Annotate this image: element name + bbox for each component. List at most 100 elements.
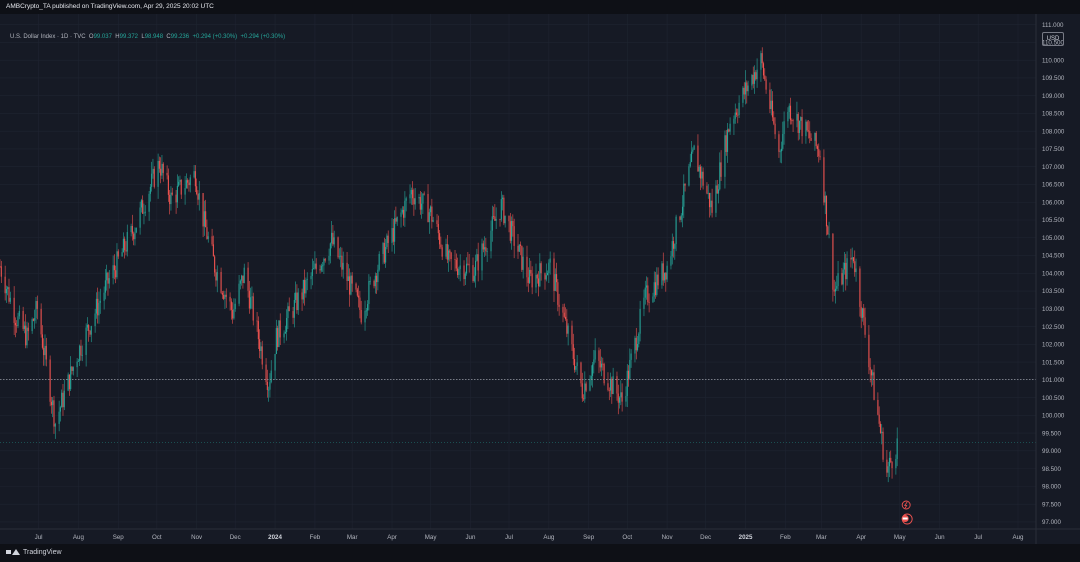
candle-body bbox=[310, 275, 312, 280]
candle-body bbox=[274, 354, 276, 371]
candle-body bbox=[742, 87, 744, 103]
tradingview-logo[interactable]: TradingView bbox=[6, 548, 62, 556]
candle-body bbox=[413, 198, 415, 205]
candle-body bbox=[151, 173, 153, 187]
candle-body bbox=[423, 193, 425, 195]
candle-body bbox=[167, 175, 169, 195]
price-tick-label: 108.000 bbox=[1042, 128, 1065, 135]
time-tick-label: 2024 bbox=[268, 534, 282, 541]
candle-body bbox=[365, 310, 367, 312]
candle-body bbox=[701, 171, 703, 179]
candle-body bbox=[18, 310, 20, 317]
candle-body bbox=[333, 237, 335, 245]
candle-body bbox=[369, 280, 371, 282]
candle-body bbox=[837, 273, 839, 287]
candle-body bbox=[106, 272, 108, 281]
candle-body bbox=[103, 292, 105, 301]
candle-body bbox=[593, 359, 595, 365]
candle-body bbox=[697, 145, 699, 172]
candle-body bbox=[265, 364, 267, 382]
candle-body bbox=[495, 218, 497, 221]
candle-body bbox=[41, 334, 43, 348]
candle-body bbox=[500, 199, 502, 220]
candle-body bbox=[139, 207, 141, 228]
candle-body bbox=[779, 151, 781, 153]
candle-body bbox=[509, 221, 511, 241]
candle-body bbox=[503, 197, 505, 224]
candle-body bbox=[428, 212, 430, 223]
candle-body bbox=[439, 233, 441, 245]
candle-body bbox=[707, 192, 709, 194]
candle-body bbox=[520, 244, 522, 246]
candle-body bbox=[657, 274, 659, 286]
candle-body bbox=[133, 233, 135, 240]
candle-body bbox=[807, 130, 810, 132]
price-chart[interactable]: 101.01399.23602:57:35 97.000 97.500 98.000… bbox=[0, 14, 1080, 544]
candle-body bbox=[212, 244, 214, 257]
candle-body bbox=[79, 345, 81, 361]
candle-body bbox=[392, 228, 394, 242]
candle-body bbox=[135, 227, 137, 233]
candle-body bbox=[221, 292, 223, 295]
candle-body bbox=[26, 327, 28, 346]
brand-label: TradingView bbox=[23, 548, 62, 556]
candle-body bbox=[458, 269, 460, 276]
high-value: 99.372 bbox=[119, 34, 138, 40]
candle-body bbox=[801, 117, 803, 137]
price-tick-label: 100.500 bbox=[1042, 395, 1065, 402]
candle-body bbox=[197, 193, 199, 200]
candle-body bbox=[890, 457, 892, 462]
currency-button[interactable]: USD bbox=[1042, 32, 1064, 46]
candle-body bbox=[719, 162, 721, 190]
time-tick-label: Aug bbox=[543, 534, 555, 541]
candle-body bbox=[7, 287, 9, 290]
candle-body bbox=[743, 87, 745, 95]
candle-body bbox=[824, 195, 826, 203]
candle-body bbox=[143, 212, 145, 214]
candle-body bbox=[331, 232, 333, 244]
candle-body bbox=[297, 292, 299, 311]
candle-body bbox=[153, 168, 155, 187]
candle-body bbox=[360, 309, 362, 323]
candle-body bbox=[825, 195, 828, 227]
candle-body bbox=[771, 100, 774, 118]
candle-body bbox=[36, 301, 38, 309]
candle-body bbox=[716, 185, 718, 194]
candle-body bbox=[558, 304, 560, 307]
candle-body bbox=[770, 100, 772, 109]
candle-body bbox=[296, 292, 298, 311]
candle-body bbox=[232, 309, 234, 319]
candle-body bbox=[562, 306, 564, 313]
time-tick-label: Mar bbox=[816, 534, 827, 541]
candle-body bbox=[22, 310, 24, 329]
candle-body bbox=[845, 262, 847, 280]
candle-body bbox=[350, 275, 352, 295]
candle-body bbox=[765, 79, 767, 90]
candle-body bbox=[896, 438, 898, 460]
candle-body bbox=[450, 252, 452, 260]
candle-body bbox=[148, 193, 150, 212]
candle-body bbox=[881, 431, 883, 433]
candle-body bbox=[611, 378, 613, 395]
candle-body bbox=[583, 398, 585, 400]
candle-body bbox=[720, 162, 722, 177]
candle-body bbox=[621, 392, 623, 402]
candle-body bbox=[332, 232, 334, 245]
candle-body bbox=[627, 370, 630, 379]
event-markers bbox=[901, 500, 913, 525]
candle-body bbox=[404, 200, 406, 218]
candle-body bbox=[32, 319, 34, 321]
price-tick-label: 105.000 bbox=[1042, 235, 1065, 242]
candle-body bbox=[882, 431, 884, 460]
candle-body bbox=[58, 411, 60, 424]
candle-body bbox=[468, 264, 470, 266]
time-axis[interactable]: Jul Aug Sep Oct Nov Dec 2024 Feb Mar Apr May Jun Jul… bbox=[0, 528, 1080, 541]
candle-body bbox=[863, 308, 865, 318]
candle-body bbox=[567, 325, 569, 334]
candle-body bbox=[287, 306, 289, 319]
candle-body bbox=[234, 303, 236, 309]
price-axis[interactable]: 97.000 97.500 98.000 98.500 99.000 99.500 100.… bbox=[1035, 14, 1080, 544]
chart-area[interactable]: 101.01399.23602:57:35 97.000 97.500 98.000… bbox=[0, 14, 1080, 544]
candle-body bbox=[547, 273, 549, 276]
candle-body bbox=[654, 282, 657, 295]
